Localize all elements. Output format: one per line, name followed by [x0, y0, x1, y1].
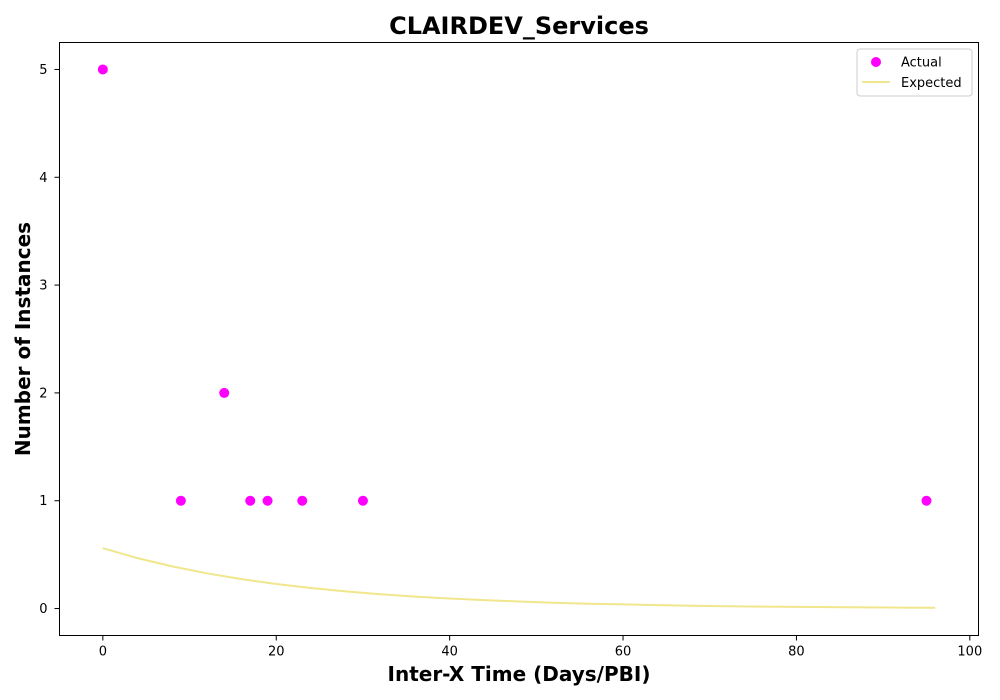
- actual-point: [262, 495, 273, 506]
- x-tick-label: 0: [99, 645, 107, 660]
- actual-point: [921, 495, 932, 506]
- expected-line: [102, 547, 936, 609]
- x-tick-label: 40: [441, 645, 458, 660]
- y-tick-label: 5: [39, 63, 47, 78]
- x-tick-label: 100: [957, 645, 982, 660]
- y-tick-label: 0: [39, 602, 47, 617]
- x-axis-ticks: 0 20 40 60 80 100: [99, 635, 982, 660]
- legend-label-expected: Expected: [901, 76, 962, 91]
- actual-point: [175, 495, 186, 506]
- actual-point: [297, 495, 308, 506]
- legend-label-actual: Actual: [901, 56, 942, 71]
- y-tick-label: 1: [39, 494, 47, 509]
- y-tick-label: 4: [39, 171, 47, 186]
- y-tick-label: 3: [39, 279, 47, 294]
- actual-point: [219, 387, 230, 398]
- x-tick-label: 80: [788, 645, 805, 660]
- legend: Actual Expected: [856, 48, 973, 97]
- x-tick-label: 20: [268, 645, 285, 660]
- plot-content: [97, 64, 936, 609]
- x-axis-title: Inter-X Time (Days/PBI): [388, 662, 651, 686]
- actual-point: [245, 495, 256, 506]
- chart-title: CLAIRDEV_Services: [389, 12, 649, 40]
- actual-point: [357, 495, 368, 506]
- y-axis-title: Number of Instances: [11, 222, 35, 456]
- x-tick-label: 60: [615, 645, 632, 660]
- legend-box: [856, 48, 973, 97]
- legend-marker-actual: [871, 57, 881, 67]
- actual-point: [97, 64, 108, 75]
- plot-frame: [59, 42, 979, 636]
- y-tick-label: 2: [39, 386, 47, 401]
- y-axis-ticks: 0 1 2 3 4 5: [39, 63, 60, 617]
